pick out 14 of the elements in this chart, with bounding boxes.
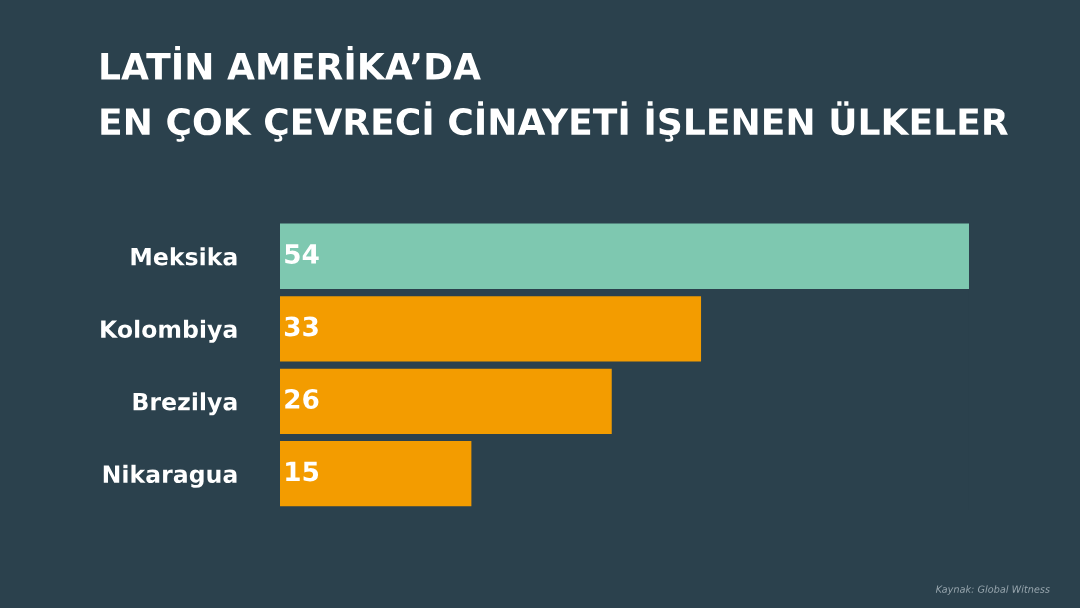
data-label: 15: [286, 461, 319, 482]
y-tick-label: Brezilya: [133, 392, 237, 416]
bar: [280, 296, 702, 362]
y-tick-label: Kolombiya: [101, 319, 237, 343]
chart-title: LATİN AMERİKA’DA EN ÇOK ÇEVRECİ CİNAYETİ İŞLENEN ÜLKELER: [101, 46, 1008, 142]
bar: [280, 223, 969, 289]
data-label: 54: [285, 244, 319, 264]
bar: [280, 368, 612, 434]
bar: [280, 441, 472, 507]
data-label: 26: [285, 388, 319, 409]
text: Kaynak: Global Witness: [935, 585, 1050, 595]
data-label: 33: [284, 316, 318, 337]
y-tick-label: Nikaragua: [103, 464, 237, 488]
y-tick-label: Meksika: [131, 247, 237, 266]
